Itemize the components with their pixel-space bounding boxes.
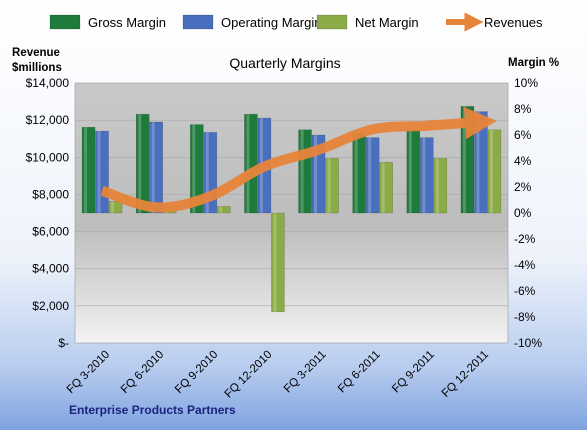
bar-operating-margin bbox=[149, 121, 163, 214]
right-tick-label: 0% bbox=[514, 206, 532, 220]
bar-net-margin bbox=[379, 162, 393, 214]
bar-gross-margin bbox=[190, 124, 204, 214]
right-axis-ticks: 10% 8% 6% 4% 2% 0% -2% -4% -6% -8% -10% bbox=[514, 76, 542, 350]
bar-net-margin bbox=[487, 129, 502, 214]
legend-swatch bbox=[182, 14, 214, 30]
left-tick-label: $8,000 bbox=[32, 187, 69, 201]
legend-label: Net Margin bbox=[355, 15, 419, 30]
left-axis-label-line1: Revenue bbox=[12, 47, 60, 59]
bar-highlight bbox=[422, 137, 426, 213]
revenue-line bbox=[100, 107, 497, 213]
bar-highlight bbox=[327, 158, 331, 213]
bar-highlight bbox=[192, 124, 196, 213]
bar-highlight bbox=[408, 129, 412, 213]
bar-highlight bbox=[138, 114, 142, 213]
bar-highlight bbox=[300, 129, 304, 213]
bar-highlight bbox=[314, 135, 318, 213]
bar-highlight bbox=[246, 114, 250, 213]
bar-operating-margin bbox=[365, 137, 380, 214]
bar-net-margin bbox=[217, 206, 231, 214]
legend: Gross Margin Operating Margin Net Margin Re… bbox=[49, 12, 543, 32]
bar-gross-margin bbox=[406, 129, 421, 214]
bar-gross-margin bbox=[352, 132, 366, 214]
left-tick-label: $2,000 bbox=[32, 299, 69, 313]
right-tick-label: 10% bbox=[514, 76, 538, 90]
right-tick-label: -2% bbox=[514, 232, 536, 246]
right-tick-label: -4% bbox=[514, 258, 536, 272]
footer-company: Enterprise Products Partners bbox=[69, 403, 236, 417]
left-tick-label: $6,000 bbox=[32, 225, 69, 239]
right-tick-label: -8% bbox=[514, 310, 536, 324]
chart-title: Quarterly Margins bbox=[229, 55, 340, 71]
bar-highlight bbox=[273, 213, 277, 312]
right-tick-label: 2% bbox=[514, 180, 532, 194]
bar-highlight bbox=[151, 122, 155, 213]
bar-gross-margin bbox=[135, 113, 150, 214]
bar-highlight bbox=[476, 111, 480, 213]
bar-gross-margin bbox=[81, 126, 96, 214]
left-tick-label: $14,000 bbox=[26, 76, 70, 90]
bar-highlight bbox=[489, 129, 493, 213]
right-tick-label: 8% bbox=[514, 102, 532, 116]
legend-swatch bbox=[316, 14, 348, 30]
bars-group bbox=[81, 106, 502, 313]
bar-highlight bbox=[219, 206, 223, 213]
right-axis-label: Margin % bbox=[508, 57, 559, 69]
bar-operating-margin bbox=[420, 137, 434, 214]
bar-highlight bbox=[97, 131, 101, 213]
bar-net-margin bbox=[108, 201, 123, 214]
bar-highlight bbox=[381, 162, 385, 213]
bar-highlight bbox=[205, 132, 209, 213]
bar-net-margin bbox=[433, 158, 448, 214]
bar-gross-margin bbox=[244, 113, 258, 214]
bar-highlight bbox=[435, 158, 439, 213]
left-tick-label: $4,000 bbox=[32, 262, 69, 276]
legend-label: Revenues bbox=[484, 15, 543, 30]
legend-label: Operating Margin bbox=[221, 15, 321, 30]
left-axis-label-line2: $millions bbox=[12, 62, 62, 74]
bar-operating-margin bbox=[95, 130, 109, 214]
legend-label: Gross Margin bbox=[88, 15, 166, 30]
left-tick-label: $10,000 bbox=[26, 150, 70, 164]
bar-highlight bbox=[84, 127, 88, 213]
left-axis-ticks: $14,000 $12,000 $10,000 $8,000 $6,000 $4,000 $… bbox=[26, 76, 70, 350]
right-tick-label: 6% bbox=[514, 128, 532, 142]
right-tick-label: 4% bbox=[514, 154, 532, 168]
right-tick-label: -10% bbox=[514, 336, 542, 350]
bar-gross-margin bbox=[298, 129, 312, 214]
left-tick-label: $- bbox=[58, 336, 69, 350]
bar-net-margin bbox=[325, 158, 339, 214]
bar-net-margin bbox=[271, 212, 285, 313]
bar-highlight bbox=[354, 132, 358, 213]
legend-swatch bbox=[49, 14, 81, 30]
right-tick-label: -6% bbox=[514, 284, 536, 298]
bar-highlight bbox=[462, 106, 466, 213]
revenue-line-group bbox=[100, 107, 497, 213]
left-tick-label: $12,000 bbox=[26, 113, 70, 127]
bar-highlight bbox=[111, 201, 115, 213]
bar-highlight bbox=[368, 137, 372, 213]
